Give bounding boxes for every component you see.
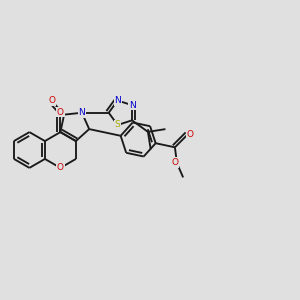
Text: O: O (48, 96, 55, 105)
Text: O: O (186, 130, 193, 139)
Text: N: N (79, 108, 85, 117)
Text: S: S (115, 121, 121, 130)
Text: O: O (171, 158, 178, 167)
Text: O: O (57, 164, 64, 172)
Text: N: N (129, 101, 135, 110)
Text: N: N (114, 96, 121, 105)
Text: O: O (57, 108, 64, 117)
